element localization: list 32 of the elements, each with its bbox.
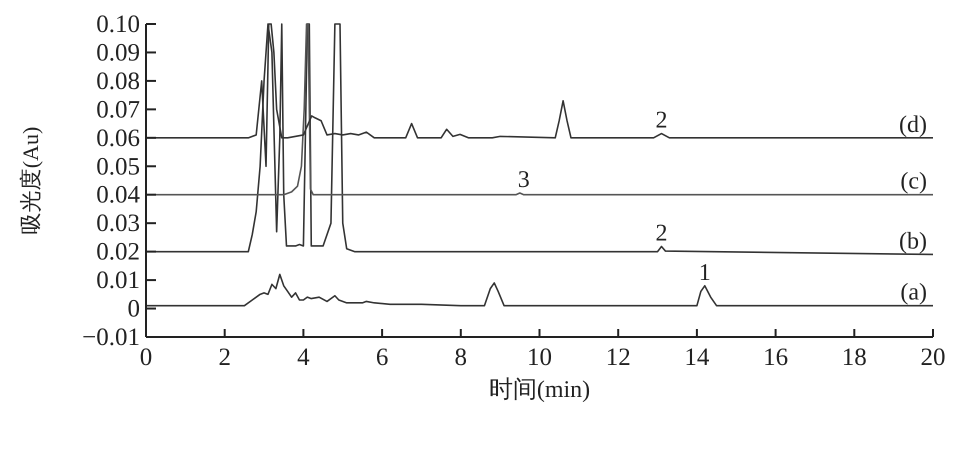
x-tick-label: 6 bbox=[376, 344, 388, 371]
y-tick-label: 0.10 bbox=[96, 11, 140, 38]
series-label: (b) bbox=[899, 228, 927, 254]
series-label: (c) bbox=[900, 168, 927, 195]
y-tick-label: 0.01 bbox=[96, 267, 140, 294]
x-tick-label: 12 bbox=[606, 344, 631, 371]
x-tick-label: 16 bbox=[763, 344, 788, 371]
y-tick-label: 0.02 bbox=[96, 238, 140, 266]
x-tick-label: 8 bbox=[454, 344, 468, 371]
annotation: 1 bbox=[698, 260, 711, 286]
annotation: 2 bbox=[655, 220, 668, 247]
annotation: 2 bbox=[655, 108, 668, 134]
y-tick-label: −0.01 bbox=[82, 324, 140, 351]
x-axis-title: 时间(min) bbox=[488, 377, 590, 403]
x-tick-label: 4 bbox=[297, 344, 310, 371]
x-tick-label: 18 bbox=[842, 344, 867, 371]
y-tick-label: 0.03 bbox=[96, 210, 140, 238]
series-label: (d) bbox=[899, 112, 927, 138]
annotation: 3 bbox=[518, 167, 530, 194]
y-tick-label: 0.04 bbox=[96, 182, 140, 209]
series-label: (a) bbox=[900, 280, 927, 306]
y-tick-label: 0.06 bbox=[96, 124, 140, 152]
y-tick-label: 0 bbox=[128, 296, 140, 323]
x-tick-label: 10 bbox=[527, 344, 552, 371]
x-tick-label: 20 bbox=[920, 344, 946, 371]
x-tick-label: 14 bbox=[684, 344, 710, 371]
y-axis-title: 吸光度(Au) bbox=[18, 126, 43, 234]
y-tick-label: 0.09 bbox=[96, 39, 140, 66]
x-tick-label: 2 bbox=[218, 344, 231, 371]
y-tick-label: 0.07 bbox=[96, 96, 140, 124]
y-tick-label: 0.08 bbox=[96, 68, 140, 95]
y-tick-label: 0.05 bbox=[96, 153, 140, 180]
